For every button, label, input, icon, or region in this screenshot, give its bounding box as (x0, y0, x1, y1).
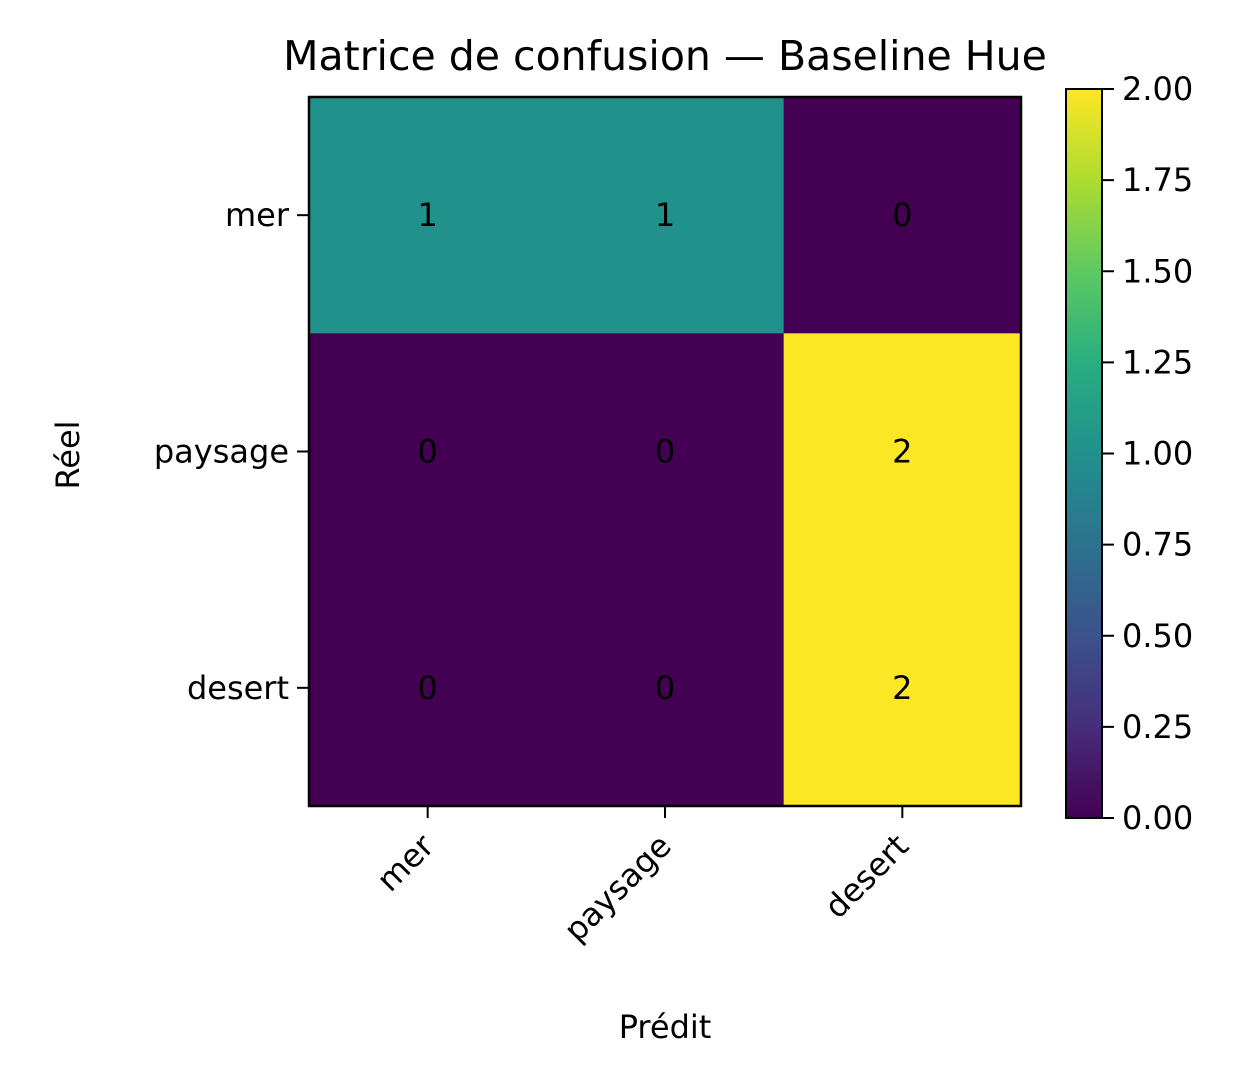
cell-value-label: 0 (417, 433, 437, 471)
cell-value-label: 2 (892, 669, 912, 707)
heatmap-cell (309, 97, 547, 334)
cell-value-label: 0 (655, 433, 675, 471)
y-axis-ticks: mer paysage desert (154, 196, 309, 707)
heatmap-cell (783, 97, 1022, 334)
x-tick-label: paysage (556, 827, 678, 949)
colorbar-tick-label: 0.50 (1122, 617, 1193, 655)
colorbar-tick-label: 1.00 (1122, 435, 1193, 473)
x-tick-label: mer (369, 826, 442, 899)
heatmap-cell-labels: 1 1 0 0 0 2 0 0 2 (417, 196, 912, 707)
colorbar-tick-label: 1.25 (1122, 343, 1193, 381)
heatmap-cell (546, 569, 785, 807)
heatmap-cell (546, 333, 785, 571)
heatmap-cell (546, 97, 785, 334)
y-tick-label: paysage (154, 433, 289, 471)
cell-value-label: 1 (655, 196, 675, 234)
colorbar-tick-label: 0.25 (1122, 708, 1193, 746)
colorbar-tick-label: 1.50 (1122, 252, 1193, 290)
chart-title: Matrice de confusion — Baseline Hue (283, 32, 1047, 80)
colorbar-tick-label: 1.75 (1122, 161, 1193, 199)
heatmap-cell (309, 333, 547, 571)
cell-value-label: 2 (892, 433, 912, 471)
x-axis-label: Prédit (619, 1008, 712, 1046)
cell-value-label: 0 (892, 196, 912, 234)
heatmap-cell (783, 569, 1022, 807)
cell-value-label: 0 (655, 669, 675, 707)
colorbar-tick-label: 2.00 (1122, 70, 1193, 108)
colorbar-ticks: 0.00 0.25 0.50 0.75 1.00 1.25 1.50 1.75 2.00 (1102, 70, 1193, 837)
y-tick-label: mer (225, 196, 290, 234)
cell-value-label: 1 (417, 196, 437, 234)
colorbar-tick-label: 0.75 (1122, 526, 1193, 564)
heatmap-cells (309, 97, 1022, 807)
x-axis-ticks: mer paysage desert (369, 806, 916, 949)
heatmap-cell (783, 333, 1022, 571)
y-axis-label: Réel (49, 420, 87, 489)
x-tick-label: desert (817, 827, 916, 926)
colorbar-tick-label: 0.00 (1122, 799, 1193, 837)
cell-value-label: 0 (417, 669, 437, 707)
heatmap-cell (309, 569, 547, 807)
colorbar (1065, 88, 1103, 819)
y-tick-label: desert (187, 669, 289, 707)
